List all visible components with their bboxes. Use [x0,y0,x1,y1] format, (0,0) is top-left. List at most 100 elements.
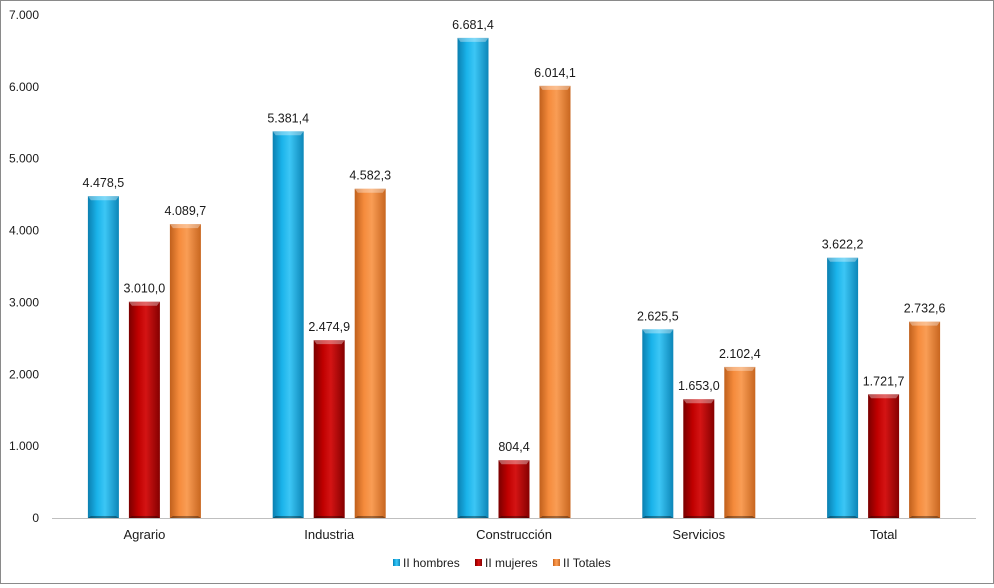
legend-swatch [393,559,400,566]
bar-construcción-1 [498,460,530,518]
data-label: 2.102,4 [719,347,761,361]
bars: 4.478,5 3.010,0 4.089,7 5.381,4 2.474,9 4.582… [83,18,946,519]
y-axis: 0 1.000 2.000 3.000 4.000 5.000 6.000 7.000 [9,8,39,525]
data-label: 2.625,5 [637,309,679,323]
x-category-label: Servicios [672,527,725,542]
legend-item: II hombres [393,556,460,570]
bar [313,340,345,518]
data-label: 6.681,4 [452,18,494,32]
y-tick-label: 2.000 [9,367,39,381]
bar-base [272,516,304,518]
data-label: 2.732,6 [904,302,946,316]
data-label: 2.474,9 [308,320,350,334]
bar-industria-1 [313,340,345,518]
bar [642,329,674,518]
bar-cap [498,460,530,465]
legend: II hombres II mujeres II Totales [393,556,611,570]
data-label: 6.014,1 [534,66,576,80]
bar-base [909,516,941,518]
legend-label: II mujeres [485,556,538,570]
y-tick-label: 4.000 [9,224,39,238]
data-label: 1.653,0 [678,379,720,393]
bar-base [498,516,530,518]
bar-cap [128,301,160,306]
bar [457,37,489,519]
data-label: 804,4 [498,440,529,454]
data-label: 1.721,7 [863,374,905,388]
bar-cap [457,37,489,42]
data-label: 3.622,2 [822,238,864,252]
legend-label: II hombres [403,556,460,570]
bar-cap [642,329,674,334]
bar-total-0 [827,257,859,518]
y-tick-label: 1.000 [9,439,39,453]
legend-swatch [553,559,560,566]
bar-cap [909,321,941,326]
bar-servicios-1 [683,399,715,518]
bar-cap [539,85,571,90]
x-category-label: Industria [304,527,355,542]
y-tick-label: 5.000 [9,152,39,166]
data-label: 4.582,3 [349,169,391,183]
x-axis: Agrario Industria Construcción Servicios Tot… [52,518,976,542]
legend-label: II Totales [563,556,611,570]
bar-construcción-0 [457,37,489,519]
bar [724,366,756,518]
bar-construcción-2 [539,85,571,518]
bar-cap [354,188,386,193]
bar [868,394,900,518]
y-tick-label: 6.000 [9,80,39,94]
bar [539,85,571,518]
x-category-label: Construcción [476,527,552,542]
bar [909,321,941,518]
y-tick-label: 0 [32,511,39,525]
bar [827,257,859,518]
bar-base [87,516,119,518]
bar [354,188,386,519]
bar-base [868,516,900,518]
bar-agrario-1 [128,301,160,518]
bar-base [724,516,756,518]
bar-cap [169,224,201,229]
bar [128,301,160,518]
bar [683,399,715,518]
bar-base [457,516,489,518]
bar-industria-0 [272,131,304,518]
bar-cap [827,257,859,262]
bar-base [169,516,201,518]
bar [272,131,304,518]
bar-cap [87,196,119,201]
bar-cap [683,399,715,404]
y-tick-label: 7.000 [9,8,39,22]
bar-agrario-0 [87,196,119,518]
bar-servicios-2 [724,366,756,518]
legend-item: II mujeres [475,556,538,570]
bar [87,196,119,518]
bar-cap [313,340,345,345]
bar-base [128,516,160,518]
bar-base [642,516,674,518]
data-label: 5.381,4 [267,111,309,125]
bar-total-1 [868,394,900,518]
bar [169,224,201,518]
bar-total-2 [909,321,941,518]
bar-industria-2 [354,188,386,519]
legend-item: II Totales [553,556,611,570]
bar-cap [272,131,304,136]
data-label: 4.478,5 [83,176,125,190]
bar-base [354,516,386,518]
y-tick-label: 3.000 [9,295,39,309]
bar-base [683,516,715,518]
x-category-label: Agrario [123,527,165,542]
data-label: 3.010,0 [124,282,166,296]
bar-base [827,516,859,518]
data-label: 4.089,7 [165,204,207,218]
bar [498,460,530,518]
bar-base [539,516,571,518]
bar-servicios-0 [642,329,674,518]
bar-agrario-2 [169,224,201,518]
bar-base [313,516,345,518]
bar-cap [868,394,900,399]
